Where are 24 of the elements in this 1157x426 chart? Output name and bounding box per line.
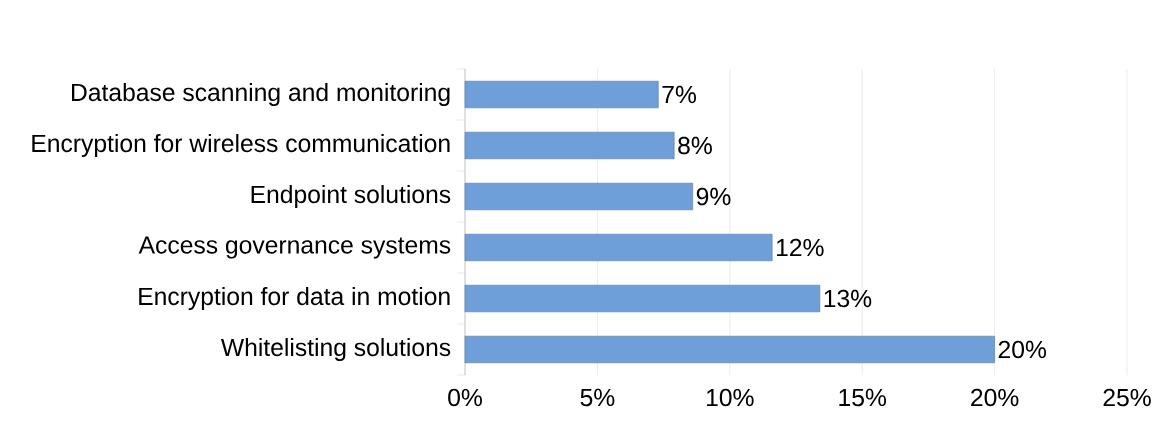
bar bbox=[464, 80, 659, 109]
x-tick-label: 0% bbox=[448, 388, 482, 407]
data-label: 8% bbox=[678, 136, 712, 155]
bar bbox=[464, 182, 693, 211]
data-label: 20% bbox=[998, 340, 1047, 359]
bar bbox=[464, 284, 821, 313]
bar bbox=[464, 335, 995, 364]
x-tick-label: 20% bbox=[971, 388, 1019, 407]
y-tick-label: Database scanning and monitoring bbox=[71, 83, 450, 107]
y-tick-label: Encryption for wireless communication bbox=[32, 134, 450, 158]
x-tick-label: 25% bbox=[1103, 388, 1151, 407]
data-label: 9% bbox=[696, 187, 731, 206]
x-tick-label: 5% bbox=[580, 388, 615, 407]
y-tick-label: Encryption for data in motion bbox=[139, 287, 450, 310]
bar bbox=[464, 233, 773, 262]
y-tick-label: Access governance systems bbox=[138, 236, 451, 259]
x-tick-label: 15% bbox=[839, 388, 886, 407]
data-label: 13% bbox=[824, 289, 872, 308]
y-tick-label: Whitelisting solutions bbox=[220, 338, 451, 361]
x-tick-label: 10% bbox=[707, 388, 754, 407]
bar bbox=[464, 131, 675, 160]
data-label: 7% bbox=[662, 85, 697, 104]
y-tick-label: Endpoint solutions bbox=[251, 185, 451, 209]
data-label: 12% bbox=[776, 238, 824, 257]
